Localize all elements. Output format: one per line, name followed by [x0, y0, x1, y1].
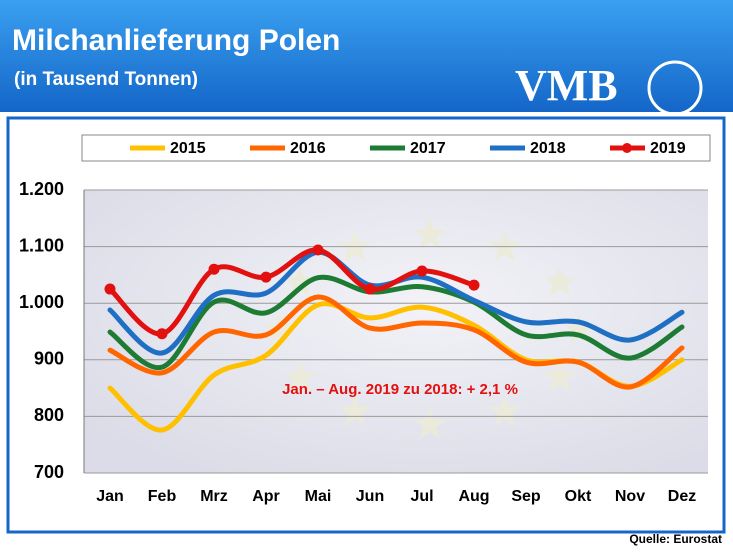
annotation: Jan. – Aug. 2019 zu 2018: + 2,1 % [282, 381, 518, 398]
logo-emblem [647, 60, 703, 116]
x-tick-label: Dez [668, 488, 696, 505]
x-tick-label: Feb [148, 488, 177, 505]
star [488, 395, 522, 427]
data-point [312, 244, 324, 256]
star [413, 408, 447, 439]
star [283, 360, 317, 392]
logo: VMB [515, 61, 618, 110]
y-tick-label: 1.000 [19, 292, 64, 312]
x-tick-label: Jun [356, 488, 384, 505]
data-point [156, 328, 168, 340]
header [0, 0, 733, 112]
data-point [260, 271, 272, 283]
data-point [208, 263, 220, 275]
legend-label: 2018 [530, 140, 566, 157]
title: Milchanlieferung Polen [12, 24, 340, 57]
data-point [104, 283, 116, 295]
source: Quelle: Eurostat [629, 532, 722, 546]
line-series [107, 274, 685, 370]
line-series [107, 294, 685, 390]
star [563, 313, 597, 344]
subtitle: (in Tausend Tonnen) [14, 69, 198, 90]
y-tick-label: 1.100 [19, 235, 64, 255]
x-tick-label: Mrz [200, 488, 228, 505]
y-tick-label: 800 [34, 405, 64, 425]
star [338, 395, 372, 427]
y-tick-label: 900 [34, 349, 64, 369]
x-tick-label: Nov [615, 488, 645, 505]
x-tick-label: Apr [252, 488, 280, 505]
x-tick-label: Aug [458, 488, 489, 505]
data-point [468, 279, 480, 291]
legend-label: 2016 [290, 140, 326, 157]
x-tick-label: Jan [96, 488, 124, 505]
plot-area [84, 190, 708, 473]
star [543, 360, 577, 392]
x-tick-label: Jul [410, 488, 433, 505]
y-tick-label: 700 [34, 462, 64, 482]
y-tick-label: 1.200 [19, 179, 64, 199]
star [283, 265, 317, 297]
legend-marker [622, 143, 632, 153]
data-point [364, 283, 376, 295]
legend-label: 2015 [170, 140, 206, 157]
star [413, 218, 447, 249]
star [543, 265, 577, 297]
data-point [416, 265, 428, 277]
x-tick-label: Okt [565, 488, 592, 505]
legend-label: 2019 [650, 140, 686, 157]
x-tick-label: Sep [511, 488, 541, 505]
line-series [107, 249, 685, 356]
legend-label: 2017 [410, 140, 446, 157]
x-tick-label: Mai [305, 488, 332, 505]
